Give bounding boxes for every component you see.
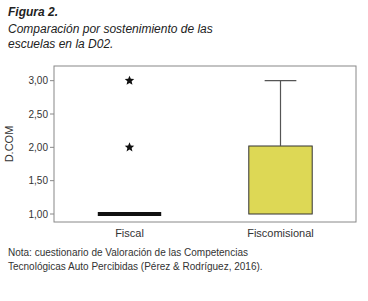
note: Nota: cuestionario de Valoración de las … xyxy=(8,247,263,272)
chart: Figura 2. Comparación por sostenimiento d… xyxy=(0,0,368,301)
y-tick xyxy=(50,180,54,181)
subtitle-line: Comparación por sostenimiento de las xyxy=(8,22,213,36)
bar xyxy=(249,146,312,214)
y-axis-label: D.COM xyxy=(3,126,15,163)
y-tick xyxy=(50,214,54,215)
error-cap xyxy=(265,80,297,81)
outlier xyxy=(125,76,135,85)
error-bar xyxy=(280,81,281,146)
y-tick xyxy=(50,114,54,115)
y-tick xyxy=(50,80,54,81)
subtitle: Comparación por sostenimiento de lasescu… xyxy=(8,22,213,51)
y-tick-label: 2,50 xyxy=(29,109,49,120)
note-line: Tecnológicas Auto Percibidas (Pérez & Ro… xyxy=(8,261,263,272)
median-line xyxy=(98,212,161,216)
y-tick-label: 2,00 xyxy=(29,142,49,153)
y-tick-label: 1,00 xyxy=(29,209,49,220)
x-tick-label: Fiscomisional xyxy=(247,227,314,239)
y-tick xyxy=(50,147,54,148)
plot-frame xyxy=(54,66,356,222)
title: Figura 2. xyxy=(8,5,58,19)
y-tick-label: 1,50 xyxy=(29,175,49,186)
subtitle-line: escuelas en la D02. xyxy=(8,37,113,51)
marks xyxy=(98,76,312,214)
outlier xyxy=(125,142,135,151)
y-tick-label: 3,00 xyxy=(29,75,49,86)
x-tick-label: Fiscal xyxy=(115,227,144,239)
note-line: Nota: cuestionario de Valoración de las … xyxy=(8,247,248,258)
